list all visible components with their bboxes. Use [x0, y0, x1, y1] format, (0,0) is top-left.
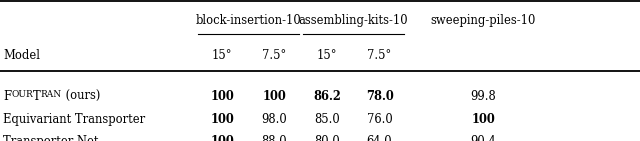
Text: Transporter Net: Transporter Net: [3, 135, 99, 141]
Text: 15°: 15°: [317, 49, 337, 62]
Text: 100: 100: [210, 135, 234, 141]
Text: 99.8: 99.8: [470, 90, 496, 103]
Text: 7.5°: 7.5°: [367, 49, 392, 62]
Text: F: F: [3, 90, 12, 103]
Text: 7.5°: 7.5°: [262, 49, 287, 62]
Text: 80.0: 80.0: [314, 135, 340, 141]
Text: Equivariant Transporter: Equivariant Transporter: [3, 113, 145, 126]
Text: Model: Model: [3, 49, 40, 62]
Text: (ours): (ours): [62, 90, 100, 103]
Text: 64.0: 64.0: [367, 135, 392, 141]
Text: RAN: RAN: [41, 90, 62, 99]
Text: OUR: OUR: [12, 90, 33, 99]
Text: block-insertion-10: block-insertion-10: [195, 14, 301, 27]
Text: 98.0: 98.0: [262, 113, 287, 126]
Text: assembling-kits-10: assembling-kits-10: [298, 14, 408, 27]
Text: 76.0: 76.0: [367, 113, 392, 126]
Text: 88.0: 88.0: [262, 135, 287, 141]
Text: 100: 100: [210, 90, 234, 103]
Text: 86.2: 86.2: [313, 90, 341, 103]
Text: 100: 100: [262, 90, 287, 103]
Text: 15°: 15°: [212, 49, 232, 62]
Text: 100: 100: [210, 113, 234, 126]
Text: 100: 100: [471, 113, 495, 126]
Text: T: T: [33, 90, 41, 103]
Text: 90.4: 90.4: [470, 135, 496, 141]
Text: sweeping-piles-10: sweeping-piles-10: [431, 14, 536, 27]
Text: 85.0: 85.0: [314, 113, 340, 126]
Text: 78.0: 78.0: [365, 90, 394, 103]
